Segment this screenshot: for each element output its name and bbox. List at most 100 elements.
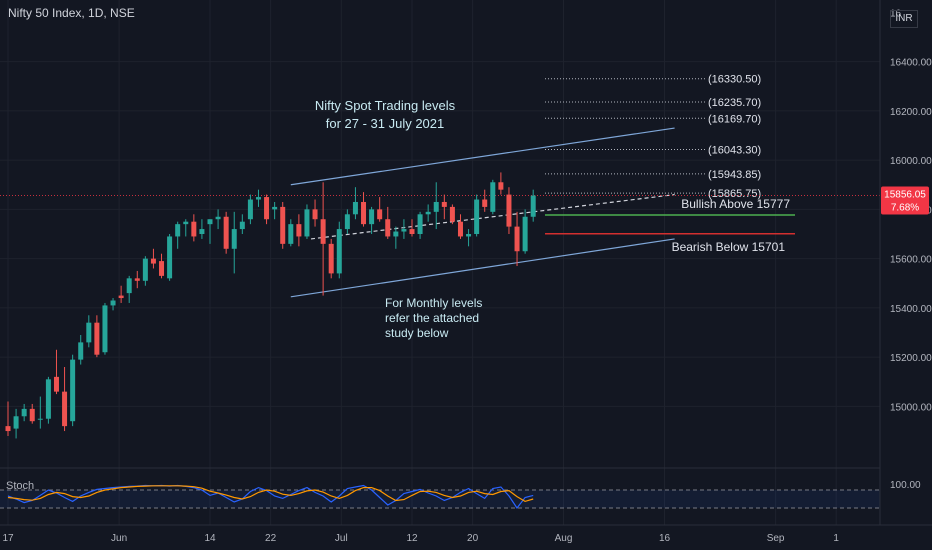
candle-body — [344, 214, 350, 230]
candles — [5, 172, 536, 439]
level-label: (16169.70) — [708, 113, 761, 125]
candle-body — [369, 209, 375, 225]
candle-body — [320, 219, 326, 244]
bearish-label: Bearish Below 15701 — [672, 240, 786, 254]
x-tick-label: 17 — [2, 533, 14, 544]
candle-body — [449, 206, 455, 222]
candle-body — [134, 278, 140, 281]
x-tick-label: Sep — [767, 533, 785, 544]
candle-body — [13, 416, 19, 429]
candle-body — [231, 229, 237, 249]
channel-lines — [290, 127, 675, 298]
candle-body — [167, 236, 173, 279]
candle-body — [393, 231, 399, 237]
candle-body — [191, 221, 197, 237]
candle-body — [328, 243, 334, 274]
candle-body — [102, 305, 108, 353]
candle-body — [239, 221, 245, 230]
channel-upper-line — [290, 127, 675, 186]
candle-body — [247, 199, 253, 220]
y-tick-label: 16000.00 — [890, 156, 932, 167]
current-price-label: 15856.05 — [884, 190, 926, 201]
stoch-k-line — [7, 484, 534, 510]
grid — [0, 0, 880, 525]
candle-body — [272, 206, 278, 210]
candle-body — [45, 379, 51, 419]
candle-body — [5, 426, 11, 432]
annotations: Nifty Spot Trading levels for 27 - 31 Ju… — [315, 98, 482, 340]
candle-body — [207, 219, 213, 225]
candle-body — [223, 216, 229, 249]
currency-badge[interactable]: INR — [890, 10, 918, 28]
candle-body — [183, 221, 189, 225]
x-tick-label: 12 — [406, 533, 418, 544]
candle-body — [433, 201, 439, 212]
candle-body — [175, 224, 181, 237]
candle-body — [474, 199, 480, 234]
y-tick-label: 15200.00 — [890, 353, 932, 364]
stoch-d-line — [7, 485, 534, 503]
level-label: (16330.50) — [708, 74, 761, 86]
candle-body — [312, 209, 318, 220]
candle-body — [142, 258, 148, 281]
candle-body — [296, 224, 302, 237]
candle-body — [498, 182, 504, 190]
candle-body — [118, 295, 124, 299]
annotation-monthly-line3: study below — [385, 326, 449, 340]
candle-body — [482, 199, 488, 207]
candle-body — [110, 300, 116, 306]
current-price-change: 7.68% — [891, 203, 919, 214]
annotation-title-line1: Nifty Spot Trading levels — [315, 98, 456, 113]
x-tick-label: 16 — [659, 533, 671, 544]
candle-body — [506, 194, 512, 227]
candle-body — [417, 214, 423, 234]
candle-body — [159, 261, 165, 276]
level-label: (16043.30) — [708, 144, 761, 156]
x-tick-label: 20 — [467, 533, 479, 544]
candle-body — [457, 221, 463, 237]
candle-body — [304, 209, 310, 237]
candle-body — [150, 258, 156, 264]
y-tick-label: 16400.00 — [890, 58, 932, 69]
annotation-monthly-line1: For Monthly levels — [385, 296, 482, 310]
level-label: (16235.70) — [708, 97, 761, 109]
stoch-band — [0, 490, 880, 508]
candle-body — [86, 322, 92, 343]
candle-body — [280, 206, 286, 244]
candle-body — [352, 201, 358, 215]
stoch-y-tick: 100.00 — [890, 480, 921, 491]
candle-body — [336, 229, 342, 274]
symbol-title[interactable]: Nifty 50 Index, 1D, NSE — [8, 6, 135, 20]
candle-body — [466, 234, 472, 237]
level-label: (15943.85) — [708, 169, 761, 181]
candle-body — [94, 322, 100, 355]
candle-body — [490, 182, 496, 212]
candle-body — [288, 224, 294, 244]
candle-body — [425, 211, 431, 215]
x-tick-label: 14 — [204, 533, 216, 544]
stoch-label[interactable]: Stoch — [6, 480, 35, 492]
channel-lower-line — [290, 238, 675, 298]
candle-body — [199, 229, 205, 234]
candle-body — [377, 209, 383, 220]
y-tick-label-partial: 16 — [890, 8, 902, 19]
candle-body — [514, 226, 520, 252]
candle-body — [62, 391, 68, 427]
y-tick-label: 15000.00 — [890, 402, 932, 413]
candle-body — [401, 229, 407, 232]
candle-body — [37, 418, 43, 420]
x-tick-label: 22 — [265, 533, 277, 544]
annotation-title-line2: for 27 - 31 July 2021 — [326, 116, 445, 131]
current-price-tag — [881, 186, 929, 215]
candle-body — [361, 201, 367, 225]
x-tick-label: 1 — [833, 533, 839, 544]
candle-body — [29, 408, 35, 422]
level-lines: (16330.50) (16235.70) (16169.70) (16043.30)… — [0, 74, 880, 254]
candle-body — [215, 216, 221, 220]
candle-body — [522, 216, 528, 252]
y-tick-label: 15600.00 — [890, 255, 932, 266]
